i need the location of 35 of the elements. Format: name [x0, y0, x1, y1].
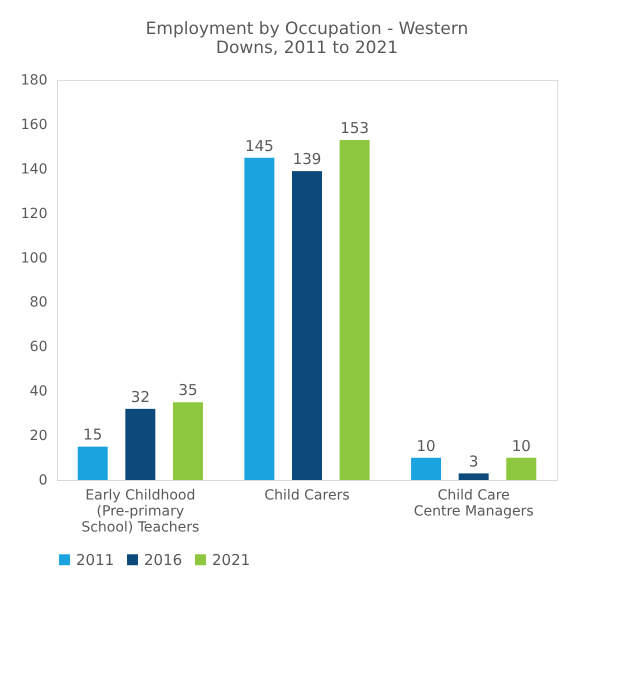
y-tick-label: 120: [20, 206, 48, 222]
y-tick-label: 140: [20, 161, 48, 178]
data-label: 10: [512, 436, 531, 455]
x-tick-label: Early Childhood (Pre-primary School) Teachers: [81, 488, 200, 536]
chart-title: Employment by Occupation - Western Downs, 2011 to 2021: [146, 19, 468, 58]
data-label: 10: [416, 436, 436, 455]
y-tick-label: 0: [38, 472, 48, 488]
data-label: 145: [245, 136, 274, 155]
y-tick-label: 160: [20, 116, 48, 133]
bar: [506, 458, 536, 480]
data-label: 32: [130, 388, 150, 406]
y-tick-label: 60: [30, 339, 48, 356]
bar: [458, 473, 489, 480]
data-label: 139: [292, 150, 322, 168]
legend-label: 2011: [76, 550, 114, 569]
x-tick-label: Child Carers: [264, 488, 350, 504]
legend-label: 2021: [212, 550, 250, 569]
data-label: 15: [83, 426, 102, 444]
data-label: 3: [468, 452, 478, 470]
bar: [340, 140, 370, 480]
data-label: 35: [178, 381, 198, 400]
y-tick-label: 80: [30, 294, 48, 311]
bar: [78, 446, 108, 480]
bar: [172, 402, 203, 480]
data-label: 153: [340, 119, 369, 137]
bar: [125, 408, 156, 480]
y-tick-label: 180: [20, 72, 48, 88]
bar: [292, 171, 322, 480]
legend-label: 2016: [144, 550, 182, 569]
bar: [411, 458, 442, 480]
y-tick-label: 100: [20, 250, 48, 266]
bar: [244, 158, 274, 480]
y-tick-label: 20: [30, 428, 48, 444]
y-tick-label: 40: [30, 384, 48, 400]
x-tick-label: Child Care Centre Managers: [414, 488, 534, 520]
